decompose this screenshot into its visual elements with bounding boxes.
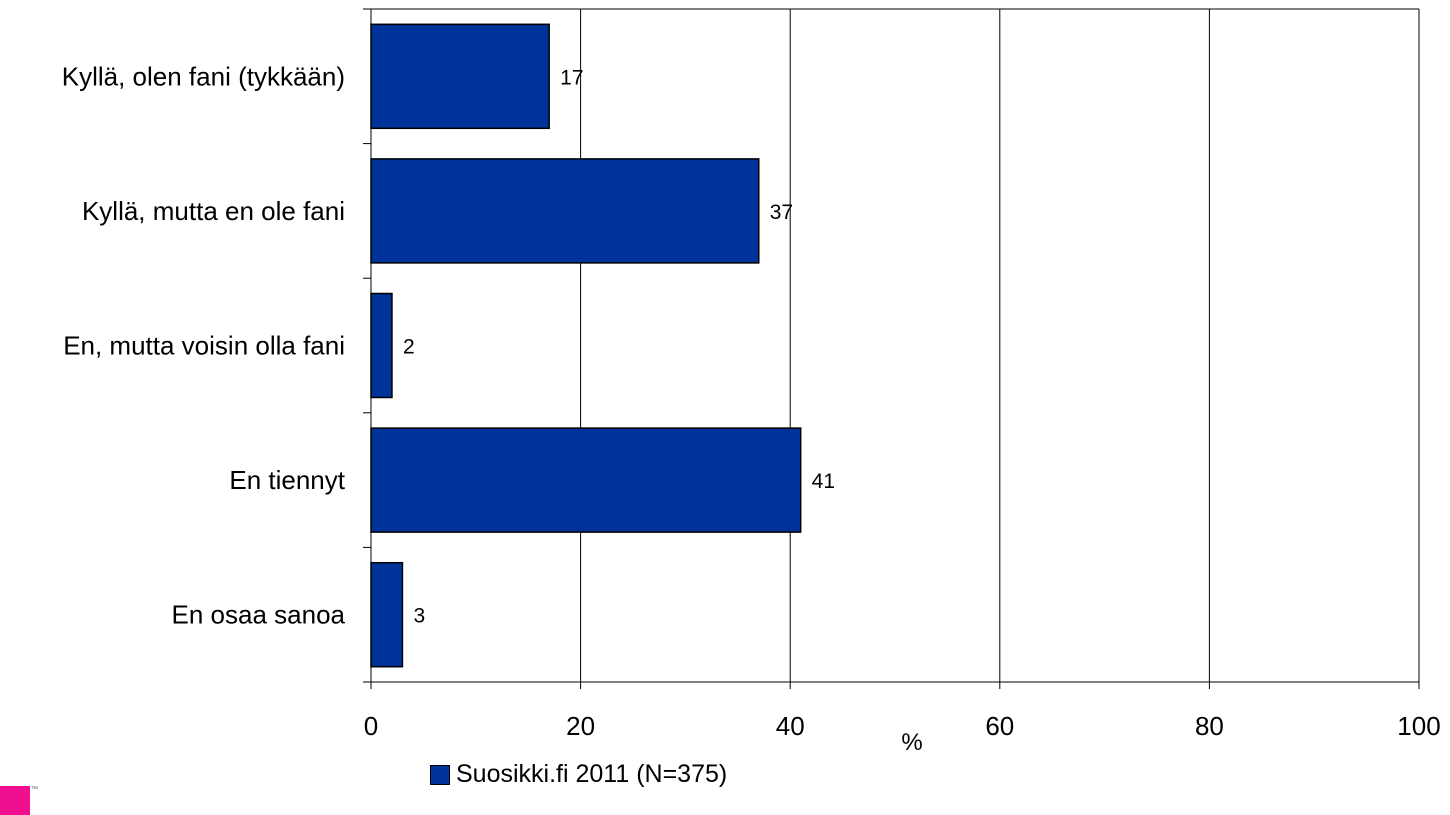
x-tick-label: 0: [364, 711, 378, 741]
axes: [363, 8, 1420, 689]
category-label: Kyllä, olen fani (tykkään): [62, 61, 345, 91]
x-tick-label: 20: [566, 711, 595, 741]
x-tick-label: 40: [776, 711, 805, 741]
legend-label: Suosikki.fi 2011 (N=375): [456, 760, 728, 788]
trademark-mark: ™: [31, 786, 38, 793]
category-label: En osaa sanoa: [172, 600, 346, 630]
data-label: 17: [560, 66, 583, 89]
category-label: Kyllä, mutta en ole fani: [82, 196, 345, 226]
data-label: 3: [413, 605, 425, 628]
bar: [370, 292, 393, 399]
gridlines: [580, 9, 1210, 682]
bar: [370, 427, 802, 533]
labels: 0 20 40 60 80 100 17 Kyllä, olen fani (tykkään)…: [62, 61, 1441, 756]
legend-swatch: [430, 764, 450, 785]
x-tick-label: 60: [985, 711, 1014, 741]
data-label: 41: [812, 470, 835, 493]
bar: [370, 158, 760, 264]
x-tick-label: 100: [1397, 711, 1440, 741]
x-tick-label: 80: [1195, 711, 1224, 741]
category-label: En tiennyt: [229, 465, 345, 495]
category-label: En, mutta voisin olla fani: [63, 331, 345, 361]
bar: [370, 561, 404, 668]
data-label: 2: [403, 336, 415, 359]
brand-logo: [0, 786, 30, 815]
bars: [370, 23, 802, 668]
legend: Suosikki.fi 2011 (N=375): [430, 760, 727, 789]
x-axis-title: %: [901, 729, 922, 756]
data-label: 37: [770, 201, 793, 224]
bar: [370, 23, 550, 130]
